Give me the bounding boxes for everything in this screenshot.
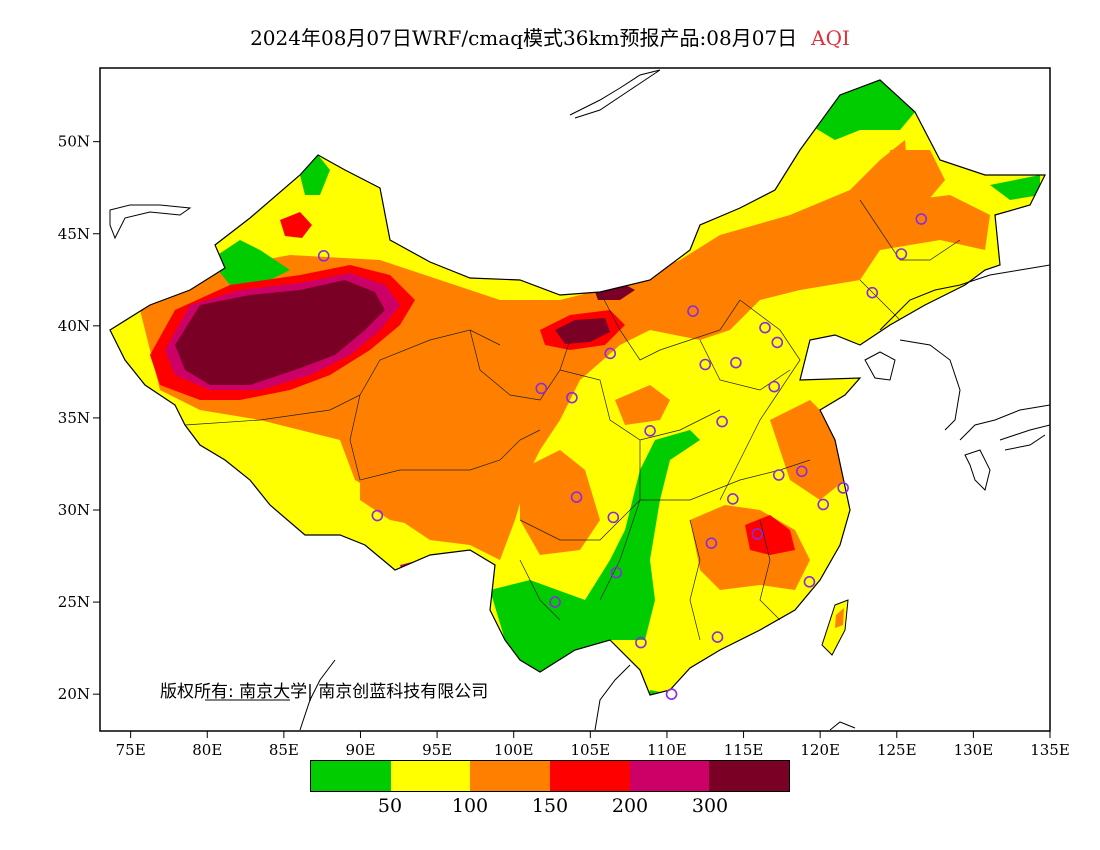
neighbor-borders (109, 69, 1050, 731)
city-marker (759, 321, 771, 334)
province-boundaries (184, 199, 961, 641)
legend-swatch (470, 761, 551, 791)
lat-tick-label: 30N (58, 501, 90, 519)
city-marker (535, 382, 548, 395)
legend-swatch (629, 761, 710, 791)
lon-tick-label: 85E (269, 741, 299, 759)
lon-tick-label: 75E (116, 741, 146, 759)
city-marker (699, 358, 712, 371)
city-marker (803, 576, 816, 588)
copyright-text: 版权所有: 南京大学| 南京创蓝科技有限公司 (160, 682, 488, 702)
city-marker (607, 511, 620, 524)
map-title: 2024年08月07日WRF/cmaq模式36km预报产品:08月07日 AQI (0, 22, 1100, 51)
city-marker (716, 415, 728, 428)
lon-tick-label: 90E (345, 741, 375, 759)
legend-label: 200 (611, 795, 649, 817)
aqi-legend (310, 760, 790, 792)
legend-swatch (709, 761, 790, 791)
city-marker (727, 493, 739, 505)
lon-tick-label: 105E (571, 741, 611, 759)
city-marker (317, 250, 330, 262)
city-marker (665, 688, 678, 700)
lon-tick-label: 120E (800, 741, 840, 759)
lat-tick-label: 40N (58, 317, 90, 335)
city-marker (549, 596, 561, 608)
city-marker (771, 336, 784, 349)
station-markers (317, 213, 928, 700)
city-marker (687, 305, 699, 317)
legend-swatch (390, 761, 471, 791)
city-marker (711, 631, 724, 643)
legend-labels: 50 100 150 200 300 (0, 795, 1100, 821)
latitude-axis: 50N 45N 40N 35N 30N 25N 20N (58, 133, 100, 703)
longitude-axis: 75E 80E 85E 90E 95E 100E 105E 110E 115E 120E 125E 1… (116, 731, 1070, 759)
lat-tick-label: 35N (58, 409, 90, 427)
city-marker (644, 425, 656, 437)
legend-label: 50 (377, 795, 403, 817)
legend-label: 300 (691, 795, 729, 817)
city-marker (915, 213, 928, 225)
legend-label: 100 (451, 795, 489, 817)
legend-swatch (550, 761, 630, 791)
lon-tick-label: 130E (954, 741, 994, 759)
lon-tick-label: 100E (494, 741, 534, 759)
lon-tick-label: 110E (647, 741, 687, 759)
legend-swatch (311, 761, 391, 791)
city-marker (817, 498, 830, 511)
city-marker (795, 465, 808, 478)
city-marker (866, 286, 879, 299)
city-marker (895, 248, 908, 260)
legend-label: 150 (531, 795, 569, 817)
lon-tick-label: 135E (1030, 741, 1070, 759)
city-marker (371, 509, 384, 522)
lat-tick-label: 45N (58, 225, 90, 243)
lat-tick-label: 20N (58, 685, 90, 703)
lat-tick-label: 25N (58, 593, 90, 611)
city-marker (772, 469, 785, 481)
lat-tick-label: 50N (58, 133, 90, 151)
city-marker (705, 537, 718, 549)
city-marker (635, 636, 647, 649)
city-marker (730, 356, 742, 369)
city-marker (610, 566, 623, 579)
city-marker (768, 380, 780, 393)
lon-tick-label: 80E (192, 741, 222, 759)
city-marker (604, 347, 617, 360)
title-text: 2024年08月07日WRF/cmaq模式36km预报产品:08月07日 (250, 26, 798, 50)
title-variable: AQI (811, 26, 850, 50)
city-marker (837, 482, 849, 494)
lon-tick-label: 95E (422, 741, 452, 759)
lon-tick-label: 115E (724, 741, 764, 759)
city-marker (751, 528, 764, 540)
china-boundary (109, 79, 1046, 696)
city-marker (566, 391, 578, 404)
lon-tick-label: 125E (877, 741, 917, 759)
city-marker (570, 491, 583, 503)
